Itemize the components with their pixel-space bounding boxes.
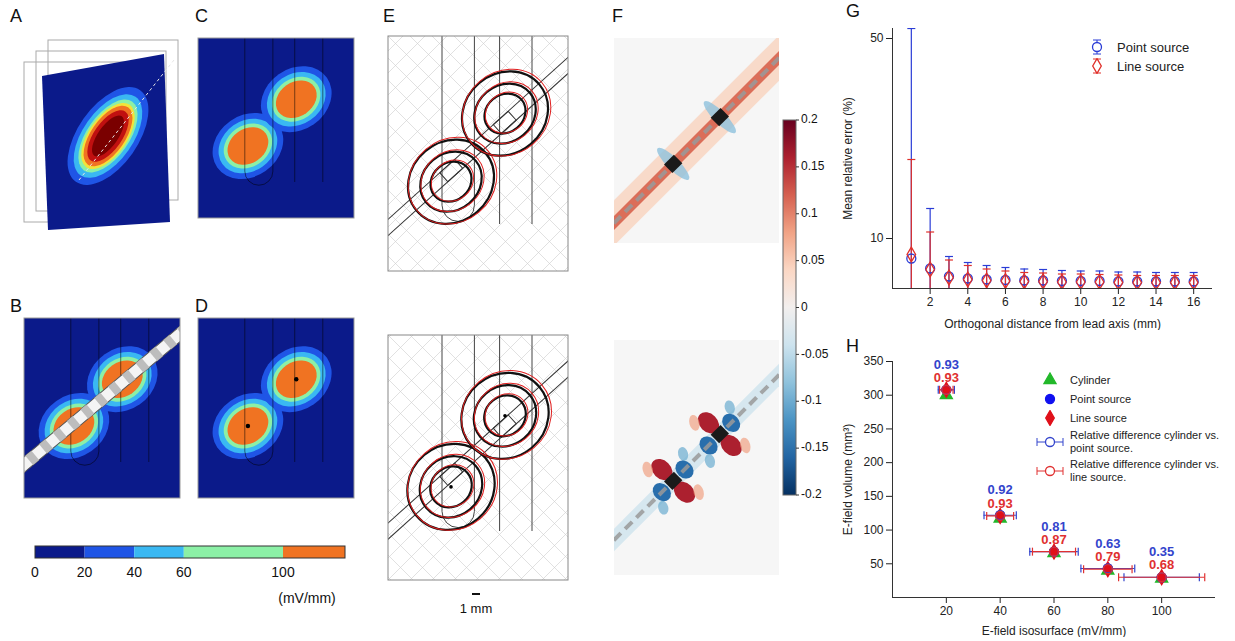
svg-text:(mV/mm): (mV/mm)	[278, 590, 336, 606]
svg-text:14: 14	[1149, 295, 1163, 309]
svg-text:Mean relative error (%): Mean relative error (%)	[841, 97, 855, 220]
svg-text:100: 100	[863, 523, 883, 537]
svg-text:60: 60	[176, 564, 192, 580]
svg-text:0: 0	[801, 300, 808, 314]
svg-text:0.87: 0.87	[1041, 532, 1066, 547]
svg-text:200: 200	[863, 455, 883, 469]
svg-text:D: D	[195, 296, 208, 316]
svg-text:12: 12	[1112, 295, 1126, 309]
svg-text:2: 2	[927, 295, 934, 309]
svg-text:10: 10	[1074, 295, 1088, 309]
svg-text:E-field isosurface (mV/mm): E-field isosurface (mV/mm)	[982, 624, 1127, 638]
svg-text:20: 20	[77, 564, 93, 580]
svg-text:40: 40	[126, 564, 142, 580]
svg-text:16: 16	[1187, 295, 1201, 309]
svg-text:0.81: 0.81	[1041, 518, 1067, 534]
svg-text:0.68: 0.68	[1149, 557, 1174, 572]
svg-text:A: A	[10, 6, 22, 26]
svg-text:0.79: 0.79	[1095, 549, 1120, 564]
svg-text:-0.05: -0.05	[801, 347, 829, 361]
svg-text:0.63: 0.63	[1095, 535, 1121, 551]
svg-text:E: E	[383, 6, 395, 26]
svg-text:8: 8	[1040, 295, 1047, 309]
svg-text:100: 100	[1152, 604, 1172, 618]
svg-text:20: 20	[940, 604, 954, 618]
svg-text:250: 250	[863, 422, 883, 436]
svg-text:100: 100	[271, 564, 295, 580]
html-text:Relative difference cylinder v: Relative difference cylinder vs. line so…	[1070, 458, 1219, 483]
svg-text:-0.15: -0.15	[801, 440, 829, 454]
html-text:Cylinder: Cylinder	[1070, 373, 1111, 386]
svg-text:Orthogonal distance from lead: Orthogonal distance from lead axis (mm)	[944, 317, 1161, 331]
svg-text:0.93: 0.93	[934, 370, 959, 385]
svg-text:60: 60	[1047, 604, 1061, 618]
svg-text:0.93: 0.93	[933, 357, 959, 372]
svg-text:300: 300	[863, 388, 883, 402]
svg-text:0.2: 0.2	[801, 112, 818, 126]
svg-text:1 mm: 1 mm	[460, 601, 493, 616]
svg-text:B: B	[10, 296, 22, 316]
html-text:Point source: Point source	[1117, 39, 1190, 55]
svg-text:0.15: 0.15	[801, 159, 825, 173]
svg-text:0: 0	[31, 564, 39, 580]
svg-text:E-field volume (mm³): E-field volume (mm³)	[841, 424, 855, 535]
svg-text:6: 6	[1002, 295, 1009, 309]
svg-text:F: F	[612, 6, 623, 26]
html-text:G: G	[846, 1, 860, 21]
svg-text:4: 4	[964, 295, 971, 309]
svg-text:0.92: 0.92	[987, 482, 1013, 498]
svg-text:0.05: 0.05	[801, 253, 825, 267]
svg-text:0.35: 0.35	[1149, 544, 1175, 560]
svg-text:-0.1: -0.1	[801, 393, 822, 407]
html-text:Line source: Line source	[1070, 411, 1127, 424]
svg-text:40: 40	[993, 604, 1007, 618]
svg-text:150: 150	[863, 489, 883, 503]
html-text:Point source: Point source	[1070, 392, 1132, 405]
svg-text:80: 80	[1101, 604, 1115, 618]
svg-text:-0.2: -0.2	[801, 487, 822, 501]
html-text:H: H	[846, 336, 859, 356]
svg-text:0.1: 0.1	[801, 206, 818, 220]
html-text:Line source: Line source	[1117, 58, 1185, 74]
svg-text:50: 50	[870, 557, 884, 571]
svg-text:0.93: 0.93	[988, 496, 1013, 511]
svg-text:350: 350	[863, 354, 883, 368]
html-text:Relative difference cylinder v: Relative difference cylinder vs. point s…	[1070, 429, 1219, 454]
svg-text:10: 10	[870, 231, 884, 245]
svg-text:C: C	[195, 6, 208, 26]
svg-text:50: 50	[870, 31, 884, 45]
